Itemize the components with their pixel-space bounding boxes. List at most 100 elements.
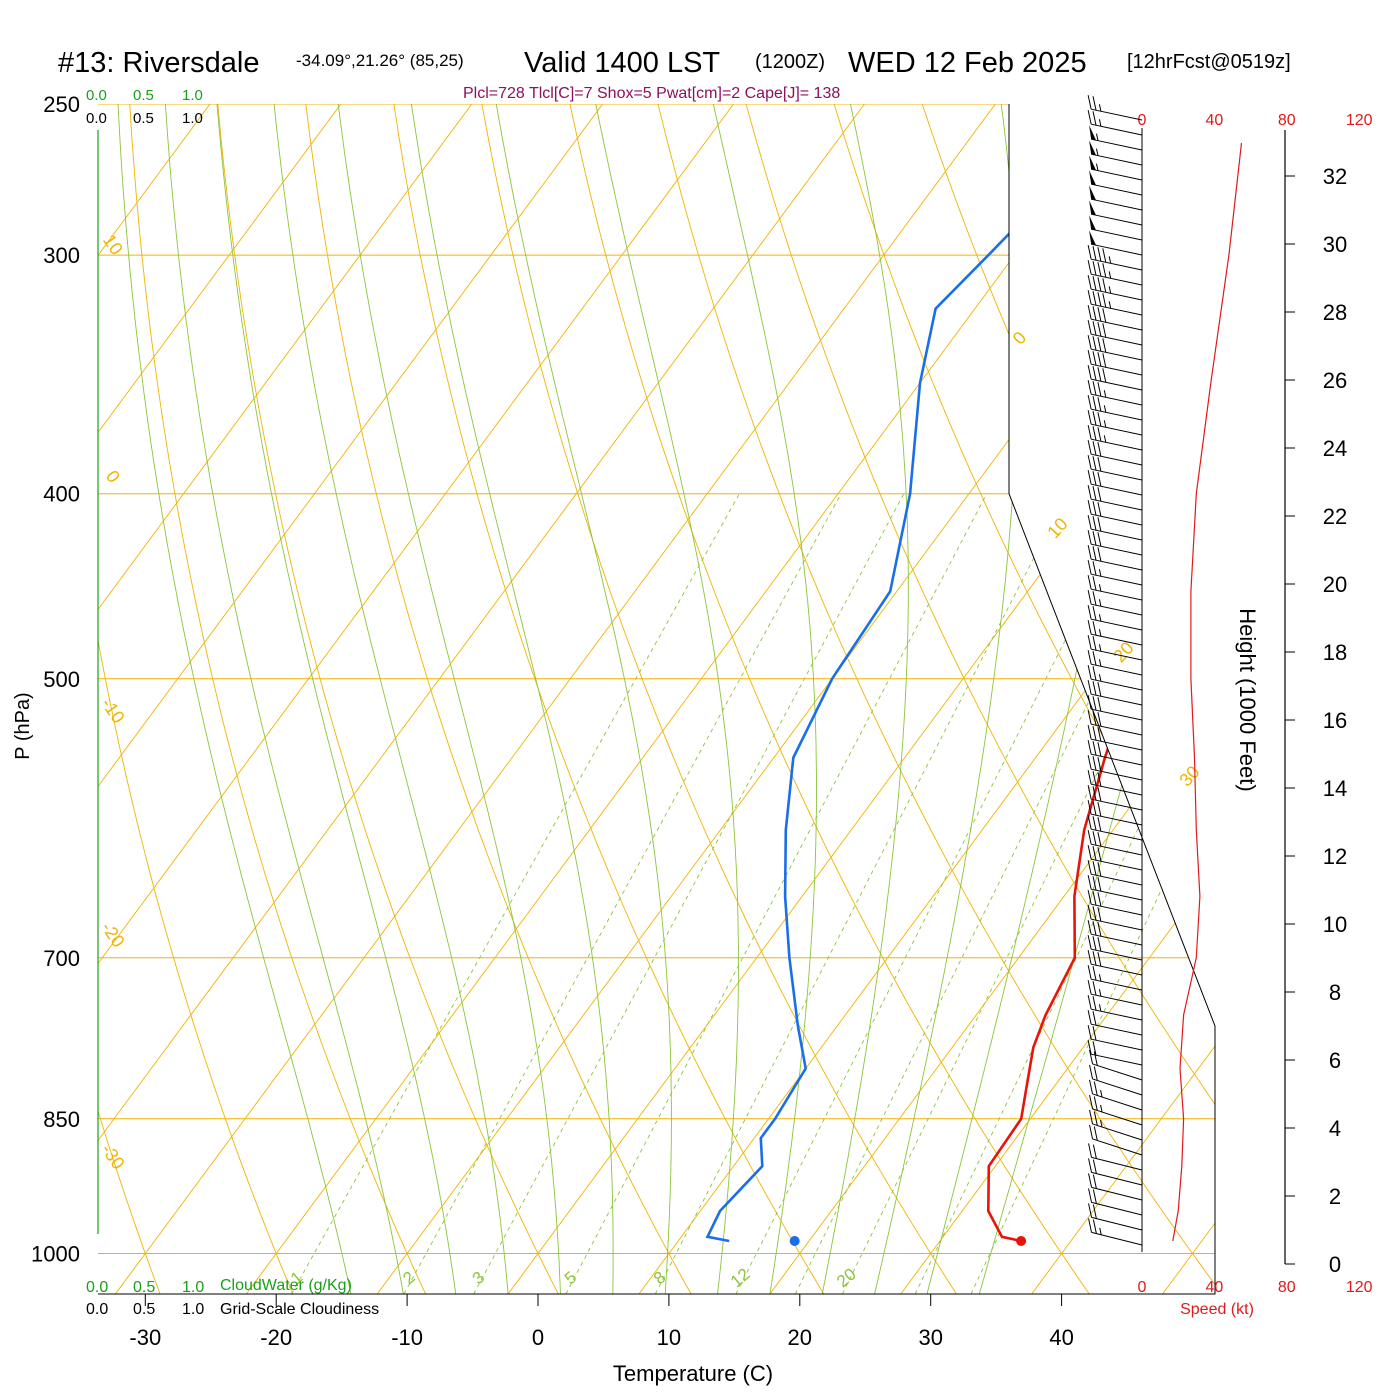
dry-adiabat [1185,104,1215,1294]
isotherm-line [98,104,604,1294]
moist-adiabat [874,104,1019,1294]
wind-barb-flag [1092,291,1097,306]
bottom-cloudwater-0: 0.0 [86,1279,108,1296]
wind-barb-half-flag [1100,1089,1103,1098]
chart-axes: 1 2 3 5 8 12 20100-10-20-300102030250300400500… [31,92,1373,1350]
height-tick-label: 8 [1329,980,1341,1005]
wind-barb-shaft [1091,1008,1143,1021]
wind-barb-flag [1087,755,1092,770]
wind-barb-flag [1087,740,1092,755]
speed-tick-label-bottom: 40 [1206,1279,1224,1296]
wind-barb-shaft [1091,303,1143,316]
isotherm-line [98,104,865,1294]
height-tick-label: 32 [1323,164,1347,189]
surface-temperature-dot [1016,1236,1027,1247]
wind-barb-flag [1087,770,1092,785]
speed-tick-label-top: 0 [1138,112,1147,129]
isotherm-line [638,104,1215,1294]
wind-barb-flag [1087,845,1092,860]
temperature-tick-label: -30 [129,1325,161,1350]
wind-barb-flag [1092,591,1097,606]
isotherm-line [98,104,473,1294]
wind-barb-flag [1102,278,1107,293]
wind-barb-shaft [1091,1186,1143,1201]
mixing-ratio-label: 12 [727,1264,754,1291]
wind-barb-flag [1089,1094,1094,1110]
wind-barb-flag [1097,322,1102,337]
dry-adiabat [393,104,825,1294]
wind-barb-flag [1087,875,1092,890]
isotherm-line [376,104,1215,1294]
wind-barb-flag [1087,545,1092,560]
wind-barb-flag [1092,261,1097,276]
wind-barb-flag [1092,501,1097,516]
wind-barb-shaft [1091,603,1143,616]
wind-barb-flag [1087,335,1092,350]
wind-barb-flag [1087,260,1092,275]
wind-barb-half-flag [1098,629,1102,637]
top-cloudiness-05: 0.5 [133,110,154,127]
wind-barb-flag [1097,937,1102,952]
wind-barb-half-flag [1098,644,1102,652]
wind-barb-shaft [1091,198,1143,211]
mixing-ratio-label: 3 [469,1268,488,1289]
wind-barb-flag [1087,995,1092,1010]
wind-barb-pennant [1089,200,1097,216]
wind-barb-flag [1097,862,1102,877]
wind-barb-flag [1093,1126,1098,1141]
wind-barb-shaft [1091,348,1143,361]
pressure-tick-label: 300 [43,243,80,268]
temperature-tick-label: 30 [918,1325,942,1350]
wind-barb-shaft [1091,1053,1143,1066]
wind-barb-shaft [1091,1171,1143,1186]
wind-barb-shaft [1091,483,1143,496]
wind-barb-shaft [1091,978,1143,991]
wind-barb-flag [1092,1026,1097,1041]
wind-barb-shaft [1091,1201,1143,1216]
wind-barb-flag [1092,396,1097,411]
wind-barb-flag [1087,500,1092,515]
wind-barb-flag [1097,532,1102,547]
height-tick-label: 10 [1323,912,1347,937]
wind-barb-flag [1087,695,1092,710]
wind-barb-flag [1097,922,1102,937]
wind-barb-half-flag [1095,133,1099,141]
wind-barb-flag [1097,832,1102,847]
mixing-ratio-line [403,493,842,1294]
dry-adiabat [657,104,1215,1294]
dry-adiabat [481,104,957,1294]
wind-barb-flag [1087,110,1092,125]
chart-grid [98,104,1215,1294]
wind-barb-half-flag [1098,1004,1102,1012]
wind-barb-flag [1087,665,1092,680]
wind-barb-flag [1097,817,1102,832]
height-tick-label: 4 [1329,1116,1341,1141]
wind-barb-flag [1087,1010,1092,1025]
wind-barb-shaft [1091,378,1143,391]
wind-barb-flag [1092,846,1097,861]
isotherm-label: 10 [1043,514,1071,542]
wind-barb-flag [1087,380,1092,395]
wind-barb-flag [1087,485,1092,500]
wind-barb-flag [1092,456,1097,471]
wind-barb-flag [1092,996,1097,1011]
wind-barb-flag [1092,546,1097,561]
mixing-ratio-line [970,493,1215,1294]
wind-barb-flag [1097,277,1102,292]
wind-barb-flag [1092,1204,1097,1219]
wind-barb-flag [1092,351,1097,366]
pressure-tick-label: 400 [43,482,80,507]
wind-barb-flag [1087,680,1092,695]
wind-barb-flag [1097,847,1102,862]
wind-barb-flag [1092,366,1097,381]
isotherm-label: -10 [97,694,128,727]
speed-axis-title: Speed (kt) [1180,1301,1254,1318]
wind-barb-flag [1092,726,1097,741]
wind-barb-shaft [1091,813,1143,826]
wind-barb-flag [1092,786,1097,801]
wind-barb-flag [1097,442,1102,457]
moist-adiabat [712,104,817,1294]
plot-frame [98,104,1216,1295]
wind-barb-shaft [1091,408,1143,421]
wind-barb-shaft [1091,123,1143,136]
